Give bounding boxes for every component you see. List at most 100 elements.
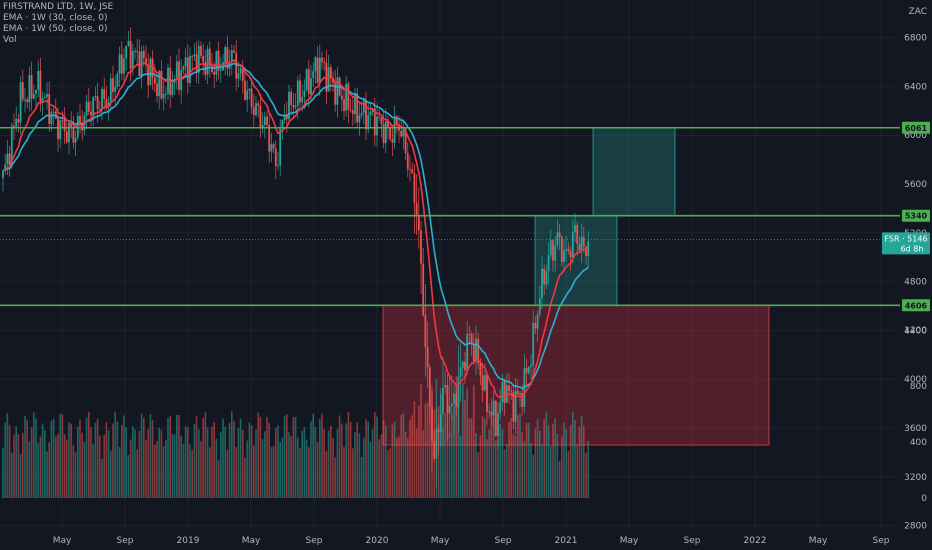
candle-body	[486, 374, 488, 413]
candle-body	[46, 93, 48, 97]
volume-bar	[279, 441, 281, 498]
candle-body	[477, 338, 480, 364]
x-tick-label: Sep	[306, 536, 323, 546]
candle-body	[123, 58, 125, 74]
candle-body	[145, 58, 147, 65]
candle-body	[318, 57, 321, 83]
volume-bar	[226, 449, 229, 498]
volume-bar	[312, 413, 314, 498]
level-tag	[902, 209, 930, 222]
volume-bar	[13, 434, 15, 498]
candle-body	[343, 99, 345, 111]
volume-bar	[283, 416, 286, 498]
candle-body	[382, 123, 385, 144]
volume-bar	[217, 460, 220, 498]
candle-body	[39, 70, 42, 103]
volume-bar	[140, 413, 143, 498]
volume-bar	[17, 434, 20, 498]
volume-bar	[451, 414, 453, 498]
candle-body	[512, 391, 515, 422]
volume-bar	[572, 411, 574, 498]
volume-bar	[255, 429, 257, 498]
x-tick-label: May	[242, 536, 261, 546]
candle-body	[406, 153, 409, 169]
volume-bar	[305, 439, 308, 498]
candle-body	[6, 153, 9, 165]
volume-bar	[46, 451, 48, 498]
volume-bar	[349, 421, 352, 498]
candle-body	[274, 148, 277, 166]
volume-bar	[490, 413, 493, 498]
volume-bar	[187, 427, 189, 498]
legend-ema-slow: EMA · 1W (50, close, 0)	[3, 24, 108, 34]
volume-bar	[510, 418, 512, 498]
volume-bar	[136, 449, 138, 498]
level-tag-label: 4606	[905, 301, 928, 310]
candle-body	[437, 428, 440, 433]
volume-bar	[424, 403, 427, 498]
volume-bar	[547, 425, 550, 498]
candle-body	[556, 232, 559, 246]
volume-bar	[528, 422, 530, 498]
volume-bar	[319, 418, 321, 498]
candle-body	[92, 96, 95, 116]
volume-bar	[587, 441, 589, 498]
candle-body	[43, 96, 46, 99]
volume-bar	[462, 382, 464, 498]
candle-body	[538, 298, 541, 315]
volume-bar	[59, 414, 61, 498]
candle-body	[237, 73, 240, 79]
volume-bar	[48, 442, 50, 498]
candle-body	[422, 263, 425, 316]
volume-bar	[585, 452, 587, 498]
currency-label: ZAC	[909, 7, 927, 17]
candle-body	[466, 333, 469, 371]
candle-body	[554, 245, 557, 261]
candle-body	[202, 56, 205, 63]
candle-body	[305, 69, 308, 91]
volume-bar	[103, 434, 105, 498]
candle-body	[263, 116, 266, 125]
volume-bar	[211, 426, 213, 498]
volume-bar	[37, 442, 39, 498]
volume-bar	[415, 428, 418, 498]
volume-bar	[453, 405, 455, 498]
volume-bar	[565, 428, 567, 498]
volume-bar	[259, 416, 262, 498]
candle-body	[400, 130, 403, 137]
x-tick-label: Sep	[684, 536, 701, 546]
candle-body	[186, 57, 189, 83]
candle-body	[285, 114, 288, 120]
volume-bar	[519, 413, 521, 498]
candle-body	[233, 50, 235, 53]
candle-body	[532, 322, 535, 366]
volume-bar	[301, 430, 303, 498]
candle-body	[417, 216, 420, 231]
candle-body	[178, 61, 180, 91]
candle-body	[349, 109, 352, 111]
volume-bar	[114, 411, 116, 498]
volume-bar	[189, 444, 191, 498]
volume-bar	[497, 438, 499, 498]
candle-body	[160, 70, 163, 99]
volume-bar	[44, 430, 46, 498]
candle-body	[288, 91, 290, 120]
volume-bar	[77, 426, 79, 498]
candle-body	[235, 52, 238, 79]
volume-bar	[374, 412, 376, 498]
volume-bar	[81, 432, 83, 498]
candle-body	[142, 51, 145, 59]
volume-bar	[22, 432, 24, 498]
candle-body	[15, 119, 18, 127]
candle-body	[323, 61, 326, 63]
candle-body	[193, 54, 196, 57]
candle-body	[41, 98, 44, 103]
candle-body	[549, 240, 552, 256]
volume-bar	[422, 430, 424, 498]
candle-body	[457, 376, 460, 408]
volume-bar	[99, 435, 101, 498]
candle-body	[90, 111, 92, 116]
candle-body	[479, 363, 482, 376]
candle-body	[37, 70, 40, 90]
